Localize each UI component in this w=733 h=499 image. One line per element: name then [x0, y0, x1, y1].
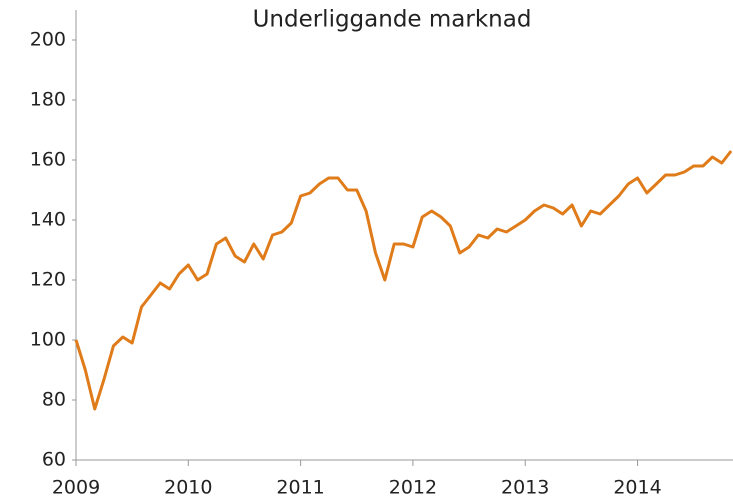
y-tick-label: 60	[42, 449, 66, 471]
x-tick-label: 2011	[276, 477, 324, 499]
y-tick-label: 100	[30, 329, 66, 351]
chart-title: Underliggande marknad	[253, 7, 532, 33]
line-series	[74, 150, 733, 411]
y-tick-label: 80	[42, 389, 66, 411]
x-tick-label: 2014	[613, 477, 661, 499]
x-tick-label: 2009	[52, 477, 100, 499]
y-tick-label: 160	[30, 149, 66, 171]
x-tick-label: 2012	[389, 477, 437, 499]
x-tick-label: 2010	[164, 477, 212, 499]
y-tick-label: 140	[30, 209, 66, 231]
x-tick-label: 2013	[501, 477, 549, 499]
y-tick-label: 200	[30, 29, 66, 51]
y-tick-label: 120	[30, 269, 66, 291]
y-tick-label: 180	[30, 89, 66, 111]
